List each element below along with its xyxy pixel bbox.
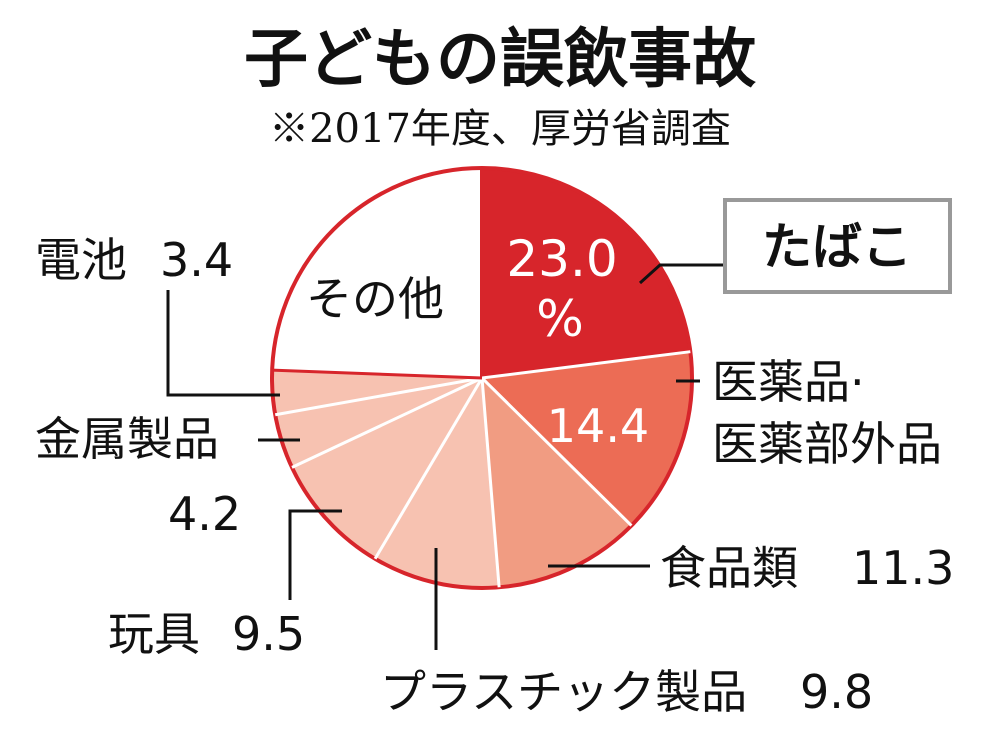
battery-label: 電池	[35, 233, 127, 287]
pie-divider-2	[480, 376, 633, 527]
medicine-label-line2: 医薬部外品	[712, 417, 942, 471]
toy-value: 9.5	[232, 607, 305, 661]
pie-slice-3	[375, 378, 500, 589]
pie-divider-5	[291, 376, 483, 469]
pie-slice-4	[291, 378, 482, 559]
pie-slices	[272, 168, 692, 589]
pie-slice-1	[482, 351, 692, 526]
tobacco-unit-label: %	[536, 290, 584, 348]
plastic-value: 9.8	[800, 665, 873, 719]
food-value: 11.3	[852, 541, 954, 595]
pie-divider-4	[373, 377, 484, 560]
pie-divider-1	[481, 350, 691, 380]
tobacco-value-label: 23.0	[506, 230, 617, 288]
leader-lines	[166, 263, 725, 650]
pie-dividers	[272, 168, 691, 588]
leader-line-tobacco	[638, 263, 725, 285]
pie-divider-7	[272, 368, 483, 380]
pie-slice-6	[272, 370, 482, 415]
pie-divider-3	[480, 377, 501, 588]
medicine-value-label: 14.4	[547, 399, 649, 453]
pie-slice-5	[275, 378, 482, 468]
pie-slice-0	[482, 168, 691, 378]
chart-title: 子どもの誤飲事故	[244, 23, 756, 97]
other-label: その他	[306, 272, 444, 326]
pie-slice-7	[272, 168, 482, 378]
chart-subtitle: ※2017年度、厚労省調査	[269, 106, 731, 152]
metal-label: 金属製品	[35, 412, 219, 466]
food-label: 食品類	[660, 541, 798, 595]
battery-value: 3.4	[160, 233, 233, 287]
metal-value: 4.2	[168, 487, 241, 541]
leader-line-battery	[166, 290, 280, 397]
medicine-label-line1: 医薬品·	[712, 355, 865, 409]
leader-line-toy	[288, 509, 342, 600]
plastic-label: プラスチック製品	[380, 665, 747, 719]
pie-divider-6	[274, 376, 483, 417]
pie-slice-2	[482, 378, 632, 588]
tobacco-callout-box	[723, 198, 952, 294]
toy-label: 玩具	[108, 607, 200, 661]
tobacco-callout-label: たばこ	[762, 218, 912, 276]
